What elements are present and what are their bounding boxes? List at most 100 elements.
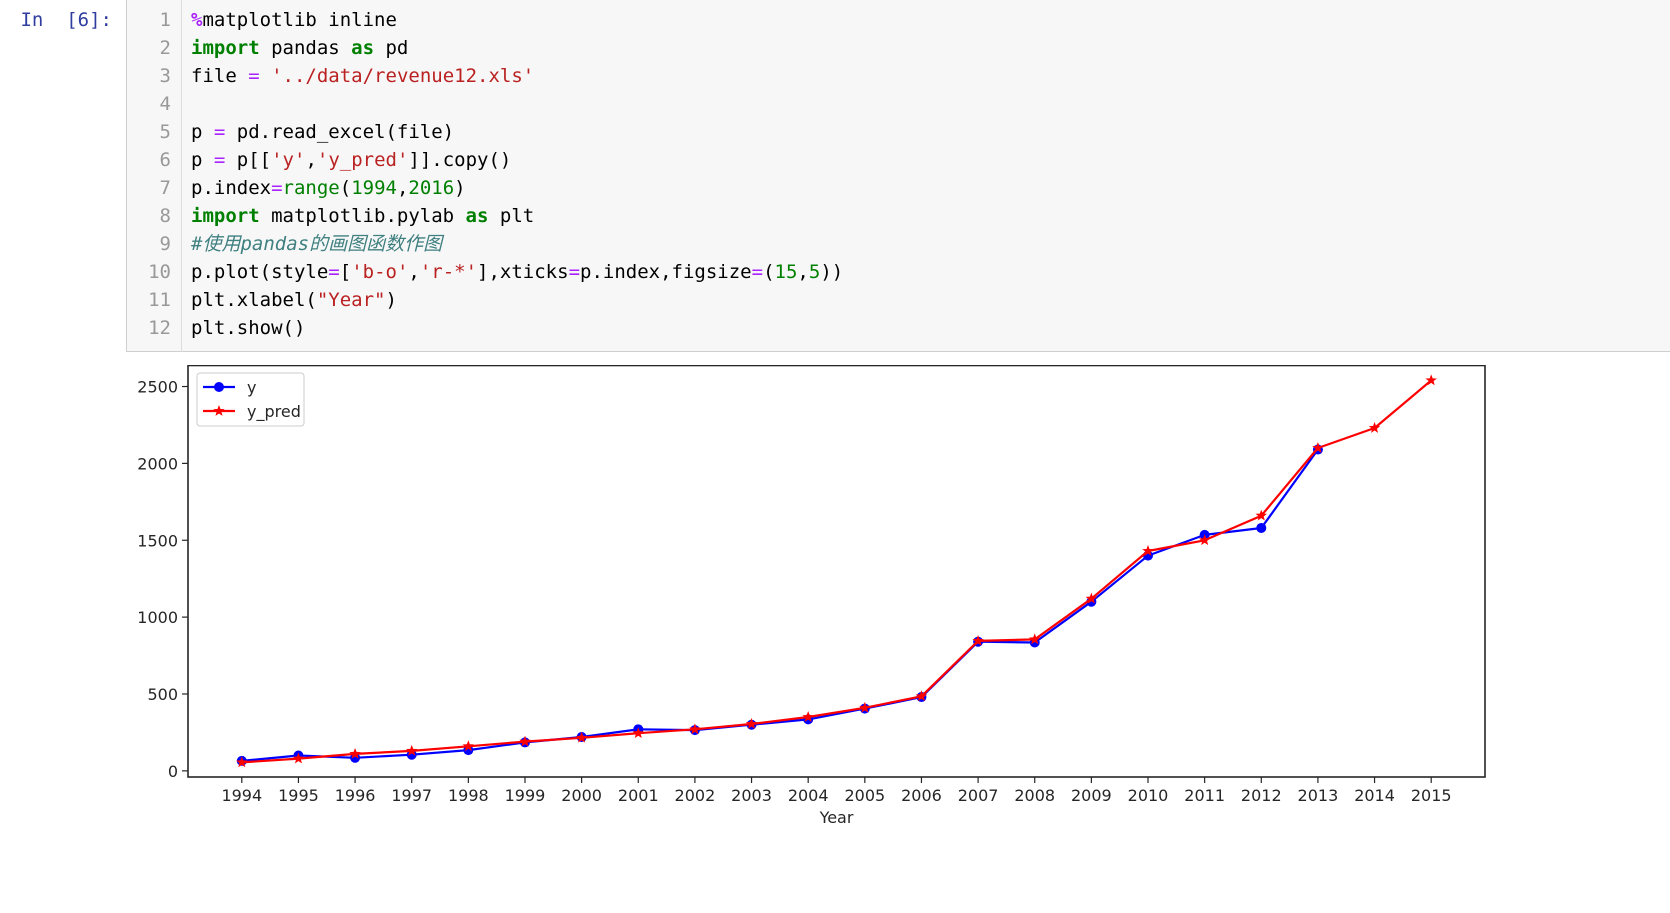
code-line[interactable]: 10 p.plot(style=['b-o','r-*'],xticks=p.in… bbox=[127, 258, 1670, 286]
line-number: 7 bbox=[159, 177, 171, 199]
x-tick-label: 1994 bbox=[221, 786, 262, 805]
gutter-divider bbox=[181, 0, 182, 352]
code-token: plt bbox=[488, 205, 535, 227]
data-point bbox=[1368, 422, 1381, 433]
code-token: matplotlib inline bbox=[202, 9, 397, 31]
code-token: ) bbox=[385, 289, 397, 311]
code-token: pandas bbox=[259, 37, 352, 59]
code-token: file bbox=[191, 65, 249, 87]
data-point bbox=[1256, 522, 1267, 533]
data-point bbox=[406, 744, 418, 756]
code-text: plt.show() bbox=[191, 314, 305, 342]
line-number: 8 bbox=[159, 205, 171, 227]
data-point bbox=[519, 735, 531, 747]
x-tick-label: 2011 bbox=[1184, 786, 1225, 805]
code-line[interactable]: 5 p = pd.read_excel(file) bbox=[127, 118, 1670, 146]
code-token: ) bbox=[454, 177, 466, 199]
y-tick-label: 500 bbox=[147, 685, 178, 704]
legend-label: y_pred bbox=[247, 402, 301, 422]
x-tick-label: 2006 bbox=[901, 786, 942, 805]
code-line[interactable]: 12 plt.show() bbox=[127, 314, 1670, 342]
code-text: p.plot(style=['b-o','r-*'],xticks=p.inde… bbox=[191, 258, 843, 286]
code-line[interactable]: 2 import pandas as pd bbox=[127, 34, 1670, 62]
code-token: = bbox=[248, 65, 260, 87]
code-cell-input[interactable]: 1 %matplotlib inline 2 import pandas as pd 3… bbox=[126, 0, 1670, 352]
series-line bbox=[241, 448, 1319, 762]
code-text: plt.xlabel("Year") bbox=[191, 286, 397, 314]
code-token: ( bbox=[339, 177, 352, 199]
code-line[interactable]: 4 bbox=[127, 90, 1670, 118]
code-line[interactable]: 11 plt.xlabel("Year") bbox=[127, 286, 1670, 314]
y-tick-label: 2000 bbox=[137, 454, 178, 473]
x-axis-label: Year bbox=[819, 808, 854, 827]
code-text: import pandas as pd bbox=[191, 34, 408, 62]
code-line[interactable]: 9 #使用pandas的画图函数作图 bbox=[127, 230, 1670, 258]
line-number: 11 bbox=[148, 289, 171, 311]
line-number: 5 bbox=[159, 121, 171, 143]
code-token: range bbox=[282, 177, 340, 199]
code-text: #使用pandas的画图函数作图 bbox=[191, 230, 442, 258]
code-text: p = p[['y','y_pred']].copy() bbox=[191, 146, 511, 174]
code-token: = bbox=[271, 177, 283, 199]
data-point bbox=[1255, 509, 1267, 521]
input-prompt: In [6]: bbox=[20, 9, 112, 31]
line-number: 9 bbox=[159, 233, 171, 255]
code-token: , bbox=[396, 177, 409, 199]
data-point bbox=[1085, 592, 1098, 604]
x-tick-label: 2007 bbox=[958, 786, 999, 805]
code-line[interactable]: 1 %matplotlib inline bbox=[127, 6, 1670, 34]
code-token: p.index,figsize bbox=[580, 261, 752, 283]
line-number: 10 bbox=[148, 261, 171, 283]
code-token: '../data/revenue12.xls' bbox=[271, 65, 535, 87]
code-token: , bbox=[408, 261, 420, 283]
legend-marker bbox=[214, 382, 224, 392]
code-token: 1994 bbox=[351, 177, 397, 199]
code-token: "Year" bbox=[316, 289, 386, 311]
code-token: 'r-*' bbox=[419, 261, 478, 283]
x-tick-label: 2005 bbox=[844, 786, 885, 805]
data-point bbox=[1425, 374, 1437, 386]
code-text: p = pd.read_excel(file) bbox=[191, 118, 454, 146]
x-tick-label: 1997 bbox=[391, 786, 432, 805]
code-token: % bbox=[191, 9, 203, 31]
code-text: import matplotlib.pylab as plt bbox=[191, 202, 534, 230]
code-editor[interactable]: 1 %matplotlib inline 2 import pandas as pd 3… bbox=[127, 6, 1670, 342]
output-chart: 0 500 1000 1500 2000 2500 1994 1995 1996 1997 1998… bbox=[126, 365, 1596, 905]
data-point bbox=[462, 740, 475, 752]
code-token: , bbox=[797, 261, 809, 283]
code-token: matplotlib.pylab bbox=[259, 205, 466, 227]
series-line bbox=[241, 379, 1432, 764]
line-number: 12 bbox=[148, 317, 171, 339]
code-text: file = '../data/revenue12.xls' bbox=[191, 62, 534, 90]
code-line[interactable]: 3 file = '../data/revenue12.xls' bbox=[127, 62, 1670, 90]
code-line[interactable]: 7 p.index=range(1994,2016) bbox=[127, 174, 1670, 202]
code-token: pd.read_excel(file) bbox=[225, 121, 455, 143]
y-tick-label: 0 bbox=[168, 762, 178, 781]
code-text: %matplotlib inline bbox=[191, 6, 397, 34]
x-tick-label: 2008 bbox=[1014, 786, 1055, 805]
code-token: = bbox=[568, 261, 581, 283]
code-token: p.index bbox=[191, 177, 272, 199]
data-point bbox=[349, 747, 361, 759]
code-token: ],xticks bbox=[477, 261, 569, 283]
code-token: = bbox=[751, 261, 764, 283]
x-tick-label: 2010 bbox=[1128, 786, 1169, 805]
series-y-pred bbox=[236, 374, 1437, 768]
code-token: 'b-o' bbox=[351, 261, 409, 283]
x-tick-label: 2013 bbox=[1298, 786, 1339, 805]
code-token: ]].copy() bbox=[408, 149, 512, 171]
legend-label: y bbox=[247, 378, 256, 397]
x-tick-label: 2003 bbox=[731, 786, 772, 805]
x-tick-label: 1996 bbox=[335, 786, 376, 805]
code-token: 'y_pred' bbox=[316, 149, 409, 171]
code-token: = bbox=[213, 149, 226, 171]
data-point bbox=[236, 756, 248, 768]
code-line[interactable]: 8 import matplotlib.pylab as plt bbox=[127, 202, 1670, 230]
code-token: ( bbox=[763, 261, 775, 283]
code-token: p[[ bbox=[225, 149, 272, 171]
data-point bbox=[1198, 534, 1211, 546]
x-tick-label: 1995 bbox=[278, 786, 319, 805]
code-text: p.index=range(1994,2016) bbox=[191, 174, 466, 202]
x-tick-label: 2004 bbox=[788, 786, 829, 805]
